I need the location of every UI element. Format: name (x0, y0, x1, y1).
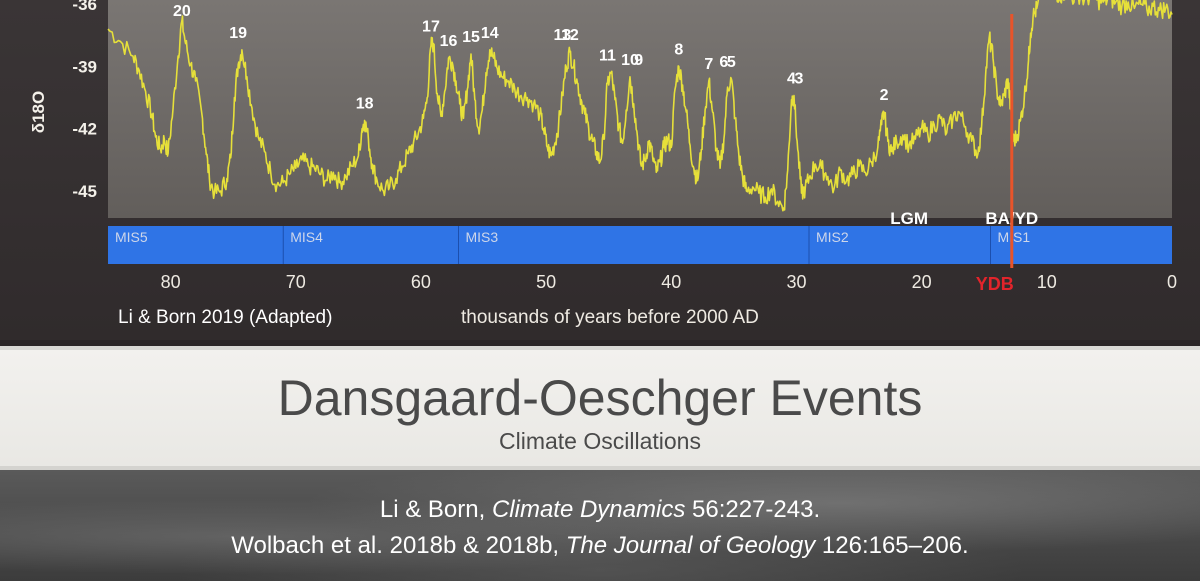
do-event-label: 17 (422, 19, 440, 36)
x-tick-label: 0 (1167, 272, 1177, 292)
do-event-label: 13 (553, 27, 571, 44)
do-event-label: 16 (440, 33, 458, 50)
do-event-label: 14 (481, 25, 499, 42)
y-axis-ticks: -36 -39 -42 -45 (72, 0, 97, 201)
ref1-authors: Li & Born, (379, 496, 492, 523)
x-tick-label: 40 (661, 272, 681, 292)
ref1-tail: 56:227-243. (685, 496, 821, 523)
do-event-label: 5 (727, 54, 736, 71)
y-axis-title: δ18O (29, 91, 48, 133)
series-line (107, 0, 1173, 212)
x-axis-ticks: 80 70 60 50 40 30 20 10 0 (161, 272, 1177, 292)
x-tick-label: 70 (286, 272, 306, 292)
x-tick-label: 10 (1037, 272, 1057, 292)
ref2-tail: 126:165–206. (815, 532, 969, 559)
stage-label: MIS1 (997, 229, 1030, 245)
do-event-label: 11 (599, 48, 616, 65)
references-area: Li & Born, Climate Dynamics 56:227-243. … (0, 470, 1200, 581)
stage-band-bg (108, 226, 1172, 264)
stage-label: MIS2 (816, 229, 849, 245)
do-event-label: 15 (462, 29, 480, 46)
do-event-label: 3 (795, 71, 804, 88)
stage-label: MIS3 (465, 229, 498, 245)
y-tick-label: -36 (72, 0, 97, 14)
reference-1: Li & Born, Climate Dynamics 56:227-243. (0, 492, 1200, 528)
do-event-label: 18 (356, 95, 374, 112)
y-tick-label: -45 (72, 182, 97, 201)
do-event-label: 9 (634, 52, 643, 69)
x-tick-label: 30 (786, 272, 806, 292)
source-note: Li & Born 2019 (Adapted) (118, 307, 332, 328)
stage-label: MIS5 (115, 229, 148, 245)
do-event-label: 10 (621, 52, 639, 69)
slide-title: Dansgaard-Oeschger Events (277, 370, 923, 426)
do-event-label: 2 (880, 87, 889, 104)
ydb-label: YDB (976, 274, 1014, 294)
do-event-label: 6 (719, 54, 728, 71)
stage-label: MIS4 (290, 229, 323, 245)
x-tick-label: 60 (411, 272, 431, 292)
series-layer (107, 0, 1173, 212)
x-tick-label: 20 (912, 272, 932, 292)
slide-subtitle: Climate Oscillations (499, 428, 701, 454)
do-event-label: 4 (787, 71, 796, 88)
annotation-label: LGM (890, 209, 928, 228)
ydb-marker: YDB (976, 14, 1014, 294)
climate-chart: δ18O -36 -39 -42 -45 MIS5 MIS4 MIS3 MIS2 MIS1 2… (29, 0, 1177, 328)
y-tick-label: -42 (72, 120, 97, 139)
ref1-journal: Climate Dynamics (491, 496, 686, 523)
x-tick-label: 80 (161, 272, 181, 292)
x-axis-label: thousands of years before 2000 AD (461, 307, 759, 328)
y-tick-label: -39 (72, 57, 97, 76)
ref2-journal: The Journal of Geology (565, 532, 816, 559)
title-band: Dansgaard-Oeschger Events Climate Oscill… (0, 346, 1200, 470)
do-event-label: 8 (674, 41, 683, 58)
y-axis-label: δ18O (29, 91, 48, 133)
ref2-authors: Wolbach et al. 2018b & 2018b, (231, 532, 566, 559)
do-event-label: 7 (704, 56, 713, 73)
do-event-label: 19 (229, 25, 247, 42)
x-tick-label: 50 (536, 272, 556, 292)
reference-2: Wolbach et al. 2018b & 2018b, The Journa… (0, 528, 1200, 564)
mis-stage-band: MIS5 MIS4 MIS3 MIS2 MIS1 (108, 226, 1172, 264)
do-event-label: 12 (561, 27, 579, 44)
do-event-label: 20 (173, 3, 191, 20)
